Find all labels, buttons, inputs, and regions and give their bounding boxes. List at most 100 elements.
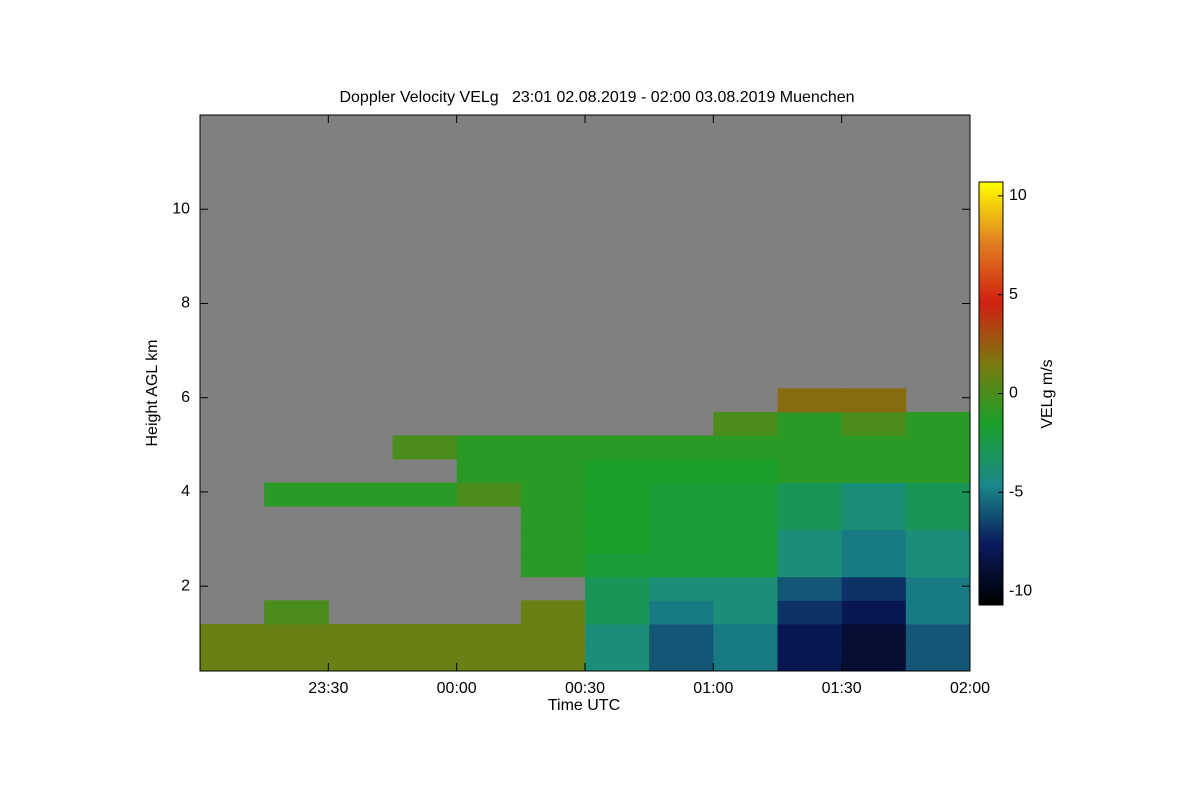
- heatmap-cell: [841, 647, 907, 672]
- heatmap-cell: [456, 623, 522, 648]
- heatmap-cell: [777, 482, 843, 507]
- heatmap-cell: [649, 435, 714, 460]
- y-tick-label: 2: [181, 577, 190, 594]
- heatmap-cell: [200, 647, 265, 672]
- heatmap-cell: [713, 623, 778, 648]
- x-tick-label: 02:00: [950, 680, 990, 697]
- heatmap-cell: [841, 600, 907, 625]
- heatmap-cell: [841, 623, 907, 648]
- x-axis-label: Time UTC: [548, 697, 620, 714]
- heatmap-cell: [713, 435, 778, 460]
- heatmap-cell: [585, 482, 650, 507]
- y-tick-label: 8: [181, 295, 190, 312]
- heatmap-cell: [905, 411, 971, 436]
- heatmap-cell: [841, 458, 907, 484]
- heatmap-cell: [585, 435, 650, 460]
- heatmap-cell: [520, 553, 586, 578]
- heatmap-cell: [905, 529, 971, 554]
- heatmap-cell: [777, 435, 843, 460]
- heatmap-cell: [841, 388, 907, 413]
- heatmap-cell: [777, 600, 843, 625]
- heatmap-cell: [713, 411, 778, 436]
- heatmap-cell: [456, 647, 522, 672]
- heatmap-cell: [713, 600, 778, 625]
- x-tick-label: 01:00: [693, 680, 733, 697]
- colorbar-tick-label: 5: [1009, 286, 1018, 303]
- heatmap-cell: [905, 553, 971, 578]
- heatmap-cell: [841, 576, 907, 601]
- heatmap-cell: [264, 647, 329, 672]
- heatmap-cell: [777, 411, 843, 436]
- heatmap-cell: [905, 506, 971, 531]
- colorbar-tick-label: 0: [1009, 385, 1018, 402]
- colorbar-tick-label: -5: [1009, 484, 1023, 501]
- x-tick-label: 00:00: [437, 680, 477, 697]
- heatmap-cell: [713, 458, 778, 484]
- heatmap-cell: [585, 576, 650, 601]
- heatmap-cell: [777, 529, 843, 554]
- colorbar-tick-label: 10: [1009, 187, 1027, 204]
- heatmap-cell: [905, 647, 971, 672]
- heatmap-cell: [264, 482, 329, 507]
- heatmap-cell: [585, 529, 650, 554]
- heatmap-cell: [649, 506, 714, 531]
- x-tick-label: 01:30: [822, 680, 862, 697]
- heatmap-cell: [520, 435, 586, 460]
- heatmap-cell: [456, 435, 522, 460]
- heatmap-cell: [649, 576, 714, 601]
- heatmap-cell: [777, 576, 843, 601]
- colorbar-tick-label: -10: [1009, 582, 1032, 599]
- y-tick-label: 6: [181, 389, 190, 406]
- heatmap-cell: [777, 388, 843, 413]
- heatmap-cell: [585, 623, 650, 648]
- heatmap-cell: [392, 482, 458, 507]
- heatmap-cell: [392, 435, 458, 460]
- heatmap-cell: [841, 529, 907, 554]
- heatmap-cell: [392, 647, 458, 672]
- heatmap-cell: [328, 647, 393, 672]
- y-axis-label: Height AGL km: [144, 339, 161, 446]
- heatmap-cell: [585, 600, 650, 625]
- heatmap-cell: [328, 482, 393, 507]
- heatmap-cell: [520, 529, 586, 554]
- heatmap-cell: [713, 482, 778, 507]
- heatmap-cell: [520, 600, 586, 625]
- heatmap-cell: [841, 411, 907, 436]
- heatmap-cell: [264, 623, 329, 648]
- heatmap-cell: [585, 458, 650, 484]
- heatmap-cell: [777, 458, 843, 484]
- heatmap-cell: [777, 553, 843, 578]
- heatmap-cell: [328, 623, 393, 648]
- heatmap-cell: [905, 600, 971, 625]
- heatmap-cell: [841, 482, 907, 507]
- heatmap-cell: [713, 529, 778, 554]
- heatmap-cell: [649, 647, 714, 672]
- heatmap-cell: [392, 623, 458, 648]
- heatmap-cell: [905, 482, 971, 507]
- heatmap-cell: [905, 458, 971, 484]
- heatmap-cell: [841, 435, 907, 460]
- heatmap-cell: [585, 506, 650, 531]
- heatmap-cell: [905, 576, 971, 601]
- y-tick-label: 4: [181, 483, 190, 500]
- heatmap-cell: [264, 600, 329, 625]
- chart-title: Doppler Velocity VELg 23:01 02.08.2019 -…: [339, 89, 854, 106]
- heatmap-cell: [649, 482, 714, 507]
- colorbar-label: VELg m/s: [1039, 359, 1056, 428]
- heatmap-cell: [649, 623, 714, 648]
- x-tick-label: 00:30: [565, 680, 605, 697]
- heatmap-cell: [200, 623, 265, 648]
- heatmap-cell: [713, 506, 778, 531]
- heatmap-cell: [713, 553, 778, 578]
- y-tick-label: 10: [172, 200, 190, 217]
- heatmap-cell: [777, 623, 843, 648]
- x-tick-label: 23:30: [308, 680, 348, 697]
- heatmap-cell: [585, 647, 650, 672]
- heatmap-cell: [649, 600, 714, 625]
- heatmap-cell: [520, 458, 586, 484]
- heatmap-cell: [649, 458, 714, 484]
- heatmap-cell: [649, 529, 714, 554]
- heatmap-cell: [841, 553, 907, 578]
- heatmap-cell: [649, 553, 714, 578]
- heatmap-cell: [520, 623, 586, 648]
